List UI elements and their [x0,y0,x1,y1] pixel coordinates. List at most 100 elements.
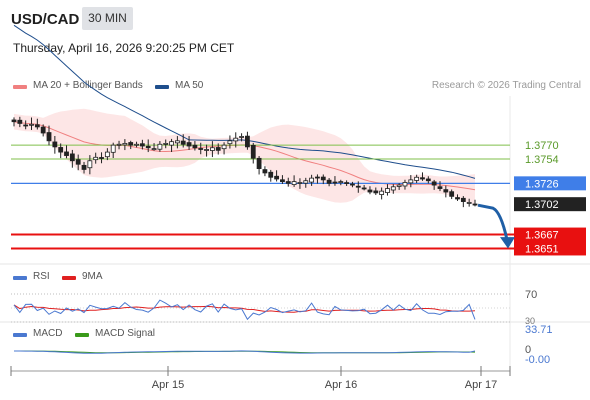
rsi-30-label: 30 [525,316,535,326]
last-price-box [514,197,586,212]
rsi-swatch [13,276,27,280]
candle [466,202,472,204]
candle [221,144,227,150]
candle [69,153,75,162]
rsi-70-label: 70 [525,289,537,301]
candle [390,186,396,191]
candle [414,176,420,181]
candle [367,189,373,193]
candle [280,179,285,183]
candle [449,191,455,197]
legend-macd-signal-label: MACD Signal [95,328,156,339]
candle [215,147,221,151]
candle [420,177,425,180]
candle [373,190,379,194]
macd-zero-label: 0 [525,344,531,356]
rsi-ma-line [13,304,476,313]
legend-rsi-label: RSI [33,271,50,282]
candle [75,159,81,165]
candle [128,142,134,146]
candle [338,181,344,184]
support-label: 1.3651 [525,243,559,255]
rsi-value-label: 33.71 [525,324,553,336]
candle [303,180,309,184]
macd-value-label: -0.00 [525,354,550,366]
support-label: 1.3667 [525,230,559,242]
candle [210,147,215,151]
candle [291,181,297,185]
candle [268,171,274,178]
ma50-swatch [155,85,169,89]
candle [460,197,466,202]
candle [192,144,198,149]
candle [157,143,163,150]
candle [151,148,157,151]
candle [46,132,52,142]
candle [87,160,93,169]
candle [245,135,250,148]
timeframe-button[interactable]: 30 MIN [82,7,133,30]
candle [134,143,139,146]
legend-ma50: MA 50 [155,80,203,91]
candle [402,182,408,187]
candle [99,157,104,159]
candle [163,143,169,145]
candle [285,181,291,184]
candle [233,137,239,142]
legend-ma50-label: MA 50 [175,80,204,91]
candle [227,140,233,145]
candle [385,188,390,193]
forecast-arrow [477,203,509,241]
candle [17,119,23,124]
forecast-arrowhead [500,237,515,249]
candle [344,182,350,184]
candle [104,151,110,158]
candle [204,149,209,151]
candle [64,151,69,156]
datetime-label: Thursday, April 16, 2026 9:20:25 PM CET [13,41,235,55]
candle [408,179,414,184]
candle [332,181,338,184]
symbol-title: USD/CAD [11,11,80,28]
candle [52,141,58,148]
candle [180,140,186,145]
legend-rsi-ma-label: 9MA [82,271,103,282]
candle [198,148,204,150]
candle [320,176,326,181]
ma50-line [13,24,476,179]
candle [40,126,46,134]
candle [81,164,87,170]
candle [239,136,244,138]
candle [174,140,180,144]
x-tick-label: Apr 15 [152,379,184,391]
legend-rsi-ma: 9MA [62,271,103,282]
support-label-box [514,241,586,256]
candle [145,145,151,149]
pivot-label-box [514,176,586,191]
macd-line [14,350,476,354]
resistance-label: 1.3770 [525,140,559,152]
candle [169,141,174,146]
resistance-label: 1.3754 [525,154,559,166]
rsi-line [13,299,476,321]
candle [396,184,402,187]
candle [122,143,128,146]
candle [186,142,192,147]
candle [116,143,122,146]
candle [425,178,431,182]
ma20-swatch [13,85,27,89]
candle [350,183,355,186]
x-tick-label: Apr 16 [325,379,357,391]
candle [139,143,145,147]
candle [58,147,64,153]
candle [472,203,478,206]
macd-signal-swatch [75,333,89,337]
last-price-label: 1.3702 [525,199,559,211]
x-tick-label: Apr 17 [465,379,497,391]
candle [455,197,460,200]
candle [361,187,367,190]
candle [29,123,34,126]
legend-macd: MACD [13,328,62,339]
legend-macd-label: MACD [33,328,63,339]
